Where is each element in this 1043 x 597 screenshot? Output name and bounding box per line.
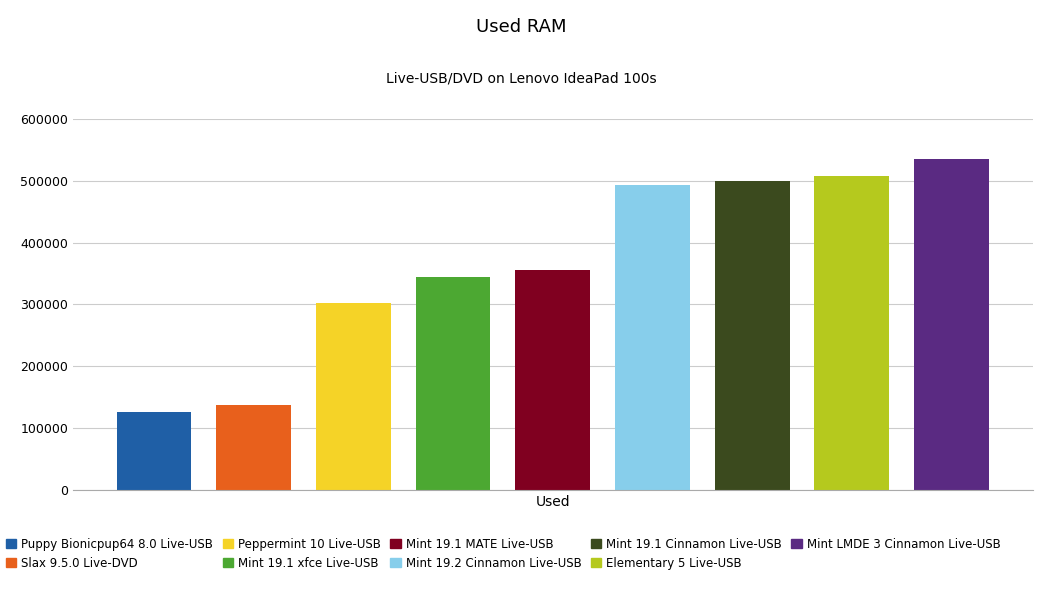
Bar	[815, 176, 890, 490]
Bar	[914, 159, 989, 490]
Legend: Puppy Bionicpup64 8.0 Live-USB, Slax 9.5.0 Live-DVD, Peppermint 10 Live-USB, Min: Puppy Bionicpup64 8.0 Live-USB, Slax 9.5…	[6, 538, 1000, 570]
Text: Used RAM: Used RAM	[477, 18, 566, 36]
Bar	[416, 278, 490, 490]
Text: Live-USB/DVD on Lenovo IdeaPad 100s: Live-USB/DVD on Lenovo IdeaPad 100s	[386, 72, 657, 85]
Bar	[615, 186, 689, 490]
Bar	[515, 270, 590, 490]
Bar	[216, 405, 291, 490]
X-axis label: Used: Used	[535, 495, 571, 509]
Bar	[714, 181, 790, 490]
Bar	[316, 303, 391, 490]
Bar	[117, 413, 192, 490]
